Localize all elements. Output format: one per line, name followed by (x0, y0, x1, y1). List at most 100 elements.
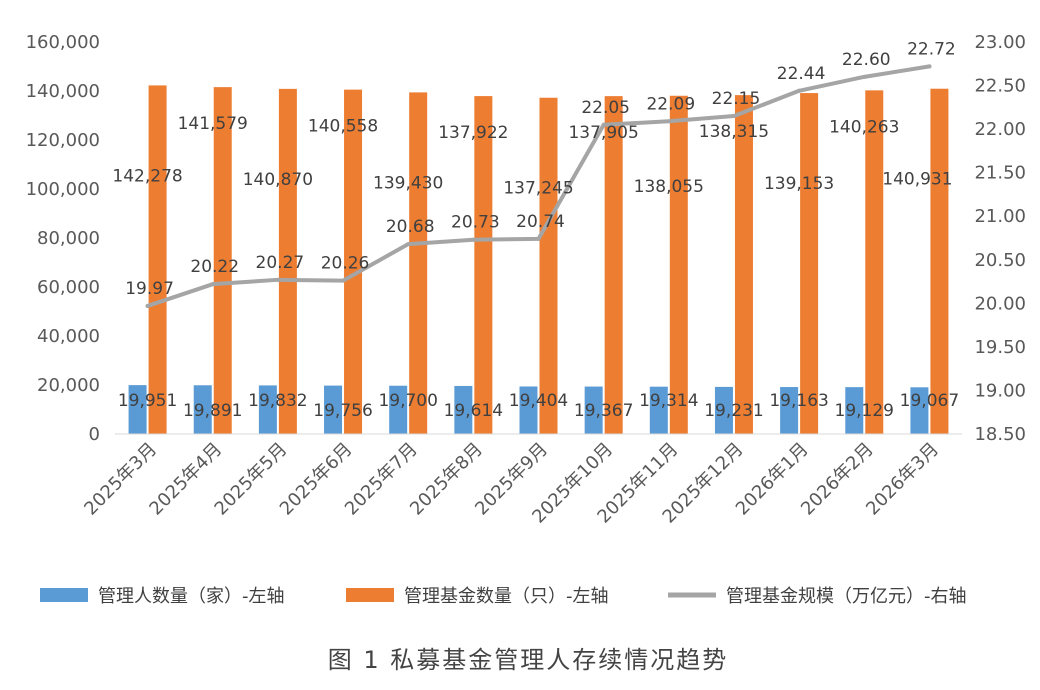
line-point (341, 278, 346, 283)
data-label-managers: 19,832 (248, 391, 307, 411)
figure-caption: 图 1 私募基金管理人存续情况趋势 (328, 646, 729, 674)
legend-label-funds: 管理基金数量（只）-左轴 (404, 586, 609, 607)
bar-funds (604, 96, 623, 434)
data-label-managers: 19,614 (444, 401, 503, 421)
bar-funds (213, 87, 232, 435)
legend: 管理人数量（家）-左轴 管理基金数量（只）-左轴 管理基金规模（万亿元）-右轴 (40, 586, 967, 607)
data-label-scale: 19.97 (125, 279, 174, 299)
bar-managers (454, 385, 473, 434)
data-label-funds: 139,430 (373, 173, 443, 193)
plot-area (128, 64, 949, 435)
line-point (406, 242, 411, 247)
bar-managers (128, 385, 147, 434)
data-label-managers: 19,231 (704, 401, 763, 421)
bar-managers (193, 385, 212, 434)
y-right-tick-label: 22.00 (974, 119, 1026, 140)
line-point (210, 282, 215, 287)
bar-funds (148, 85, 167, 435)
y-right-tick-label: 21.50 (974, 163, 1026, 184)
data-label-managers: 19,129 (835, 401, 894, 421)
bar-funds (930, 88, 949, 434)
line-point (536, 236, 541, 241)
y-right-tick-label: 23.00 (974, 32, 1026, 53)
line-point (927, 64, 932, 69)
data-label-funds: 137,922 (438, 123, 508, 143)
data-label-funds: 139,153 (764, 174, 834, 194)
y-left-tick-label: 0 (89, 424, 100, 445)
y-left-tick-label: 100,000 (26, 179, 100, 200)
y-left-tick-label: 160,000 (26, 32, 100, 53)
data-label-scale: 20.74 (516, 212, 565, 232)
data-label-funds: 138,055 (634, 177, 704, 197)
data-labels: 19,951 142,278 19.97 19,891 141,579 20.22 19,8… (112, 39, 959, 421)
bar-funds (278, 88, 297, 434)
data-label-funds: 140,263 (829, 117, 899, 137)
bar-managers (845, 387, 864, 434)
bar-funds (474, 96, 493, 435)
line-point (797, 88, 802, 93)
data-label-scale: 22.15 (712, 89, 761, 109)
legend-label-scale: 管理基金规模（万亿元）-右轴 (726, 586, 967, 607)
y-left-tick-label: 60,000 (37, 277, 100, 298)
y-right-tick-label: 19.00 (974, 380, 1026, 401)
data-label-scale: 20.26 (321, 254, 370, 274)
bar-managers (584, 386, 603, 434)
data-label-managers: 19,163 (769, 391, 828, 411)
y-right-tick-label: 19.50 (974, 337, 1026, 358)
line-point (275, 277, 280, 282)
legend-swatch-managers (40, 588, 88, 602)
data-label-funds: 140,931 (882, 170, 952, 190)
bar-funds (800, 93, 819, 435)
bar-funds (865, 90, 884, 434)
data-label-managers: 19,067 (900, 391, 959, 411)
bar-funds (409, 92, 428, 435)
bar-funds (669, 95, 688, 434)
bar-funds (734, 95, 753, 435)
bar-managers (389, 385, 408, 434)
bar-managers (258, 385, 277, 434)
y-right-tick-label: 22.50 (974, 76, 1026, 97)
data-label-funds: 142,278 (112, 166, 182, 186)
data-label-funds: 140,558 (308, 117, 378, 137)
data-label-managers: 19,404 (509, 391, 568, 411)
data-label-scale: 20.68 (386, 217, 435, 237)
y-right-tick-label: 18.50 (974, 424, 1026, 445)
data-label-funds: 138,315 (699, 122, 769, 142)
y-left-tick-label: 140,000 (26, 81, 100, 102)
bar-managers (910, 387, 929, 434)
data-label-scale: 20.22 (190, 257, 239, 277)
line-point (145, 303, 150, 308)
data-label-scale: 22.60 (842, 50, 891, 70)
y-right-tick-label: 21.00 (974, 206, 1026, 227)
data-label-scale: 22.09 (646, 94, 695, 114)
bar-managers (324, 385, 343, 434)
y-left-tick-label: 80,000 (37, 228, 100, 249)
data-label-managers: 19,314 (639, 391, 698, 411)
data-label-managers: 19,367 (574, 401, 633, 421)
line-point (731, 114, 736, 119)
data-label-managers: 19,891 (183, 401, 242, 421)
y-left-tick-label: 20,000 (37, 375, 100, 396)
line-point (666, 119, 671, 124)
bar-funds (344, 89, 363, 434)
bar-managers (649, 386, 668, 434)
y-right-tick-label: 20.50 (974, 250, 1026, 271)
bar-managers (714, 386, 733, 434)
line-point (862, 74, 867, 79)
line-point (601, 122, 606, 127)
bar-managers (780, 387, 799, 434)
data-label-scale: 20.73 (451, 213, 500, 233)
data-label-managers: 19,700 (378, 391, 437, 411)
data-label-scale: 22.72 (907, 39, 956, 59)
data-label-managers: 19,756 (313, 401, 372, 421)
bar-funds (539, 97, 558, 434)
y-left-tick-label: 40,000 (37, 326, 100, 347)
data-label-scale: 22.05 (581, 98, 630, 118)
data-label-funds: 137,245 (503, 179, 573, 199)
bar-managers (519, 386, 538, 434)
data-label-scale: 22.44 (777, 64, 826, 84)
y-left-tick-label: 120,000 (26, 130, 100, 151)
data-label-funds: 140,870 (243, 170, 313, 190)
line-point (471, 237, 476, 242)
